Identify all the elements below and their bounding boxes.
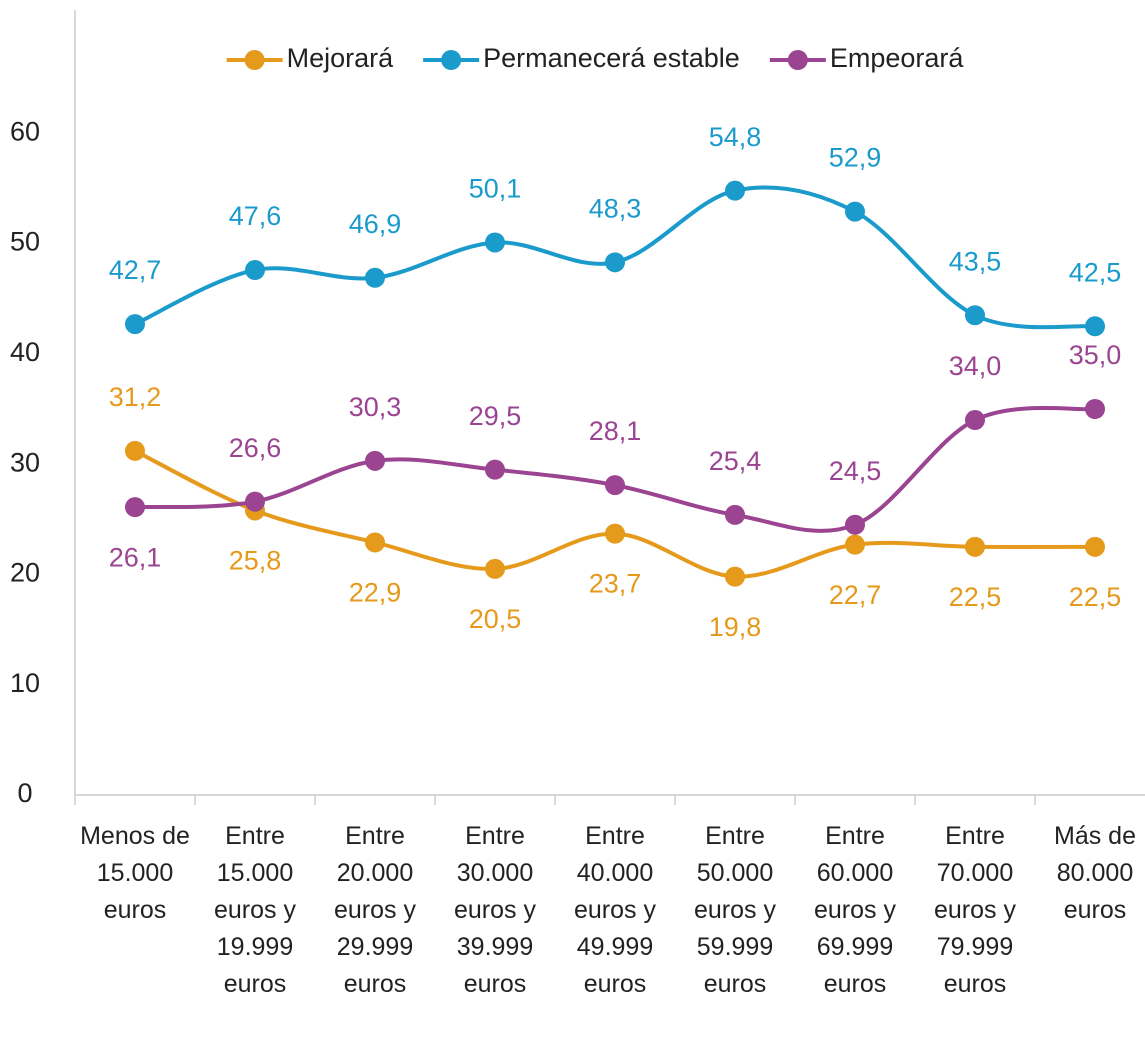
data-label: 47,6	[229, 201, 282, 231]
data-point	[485, 459, 505, 480]
data-label: 42,5	[1069, 257, 1122, 287]
data-point	[845, 514, 865, 535]
data-point	[605, 523, 625, 544]
data-label: 19,8	[709, 612, 762, 642]
data-label: 26,6	[229, 433, 282, 463]
legend-marker	[244, 50, 265, 70]
x-tick-label: Entre 40.000 euros y 49.999 euros	[574, 822, 656, 998]
data-point	[605, 475, 625, 496]
data-label: 48,3	[589, 193, 642, 223]
data-label: 54,8	[709, 122, 762, 152]
y-tick-label: 10	[10, 668, 40, 698]
data-label: 42,7	[109, 255, 162, 285]
data-label: 29,5	[469, 401, 522, 431]
y-tick-label: 30	[10, 447, 40, 477]
data-point	[125, 314, 145, 335]
x-tick-label: Entre 50.000 euros y 59.999 euros	[694, 822, 776, 998]
data-label: 20,5	[469, 604, 522, 634]
data-label: 31,2	[109, 382, 162, 412]
data-label: 25,4	[709, 446, 762, 476]
data-point	[245, 491, 265, 512]
data-point	[125, 497, 145, 518]
data-label: 43,5	[949, 246, 1002, 276]
data-point	[245, 260, 265, 281]
data-point	[1085, 536, 1105, 557]
legend-marker	[441, 50, 462, 70]
x-tick-label: Menos de 15.000 euros	[80, 822, 190, 924]
legend-label: Permanecerá estable	[483, 43, 740, 73]
legend-label: Mejorará	[287, 43, 395, 73]
legend-label: Empeorará	[830, 43, 965, 73]
x-tick-label: Entre 70.000 euros y 79.999 euros	[934, 822, 1016, 998]
data-label: 22,9	[349, 578, 402, 608]
y-tick-label: 0	[17, 778, 32, 808]
data-label: 24,5	[829, 456, 882, 486]
x-tick-label: Entre 30.000 euros y 39.999 euros	[454, 822, 536, 998]
data-point	[1085, 316, 1105, 337]
y-tick-label: 60	[10, 116, 40, 146]
data-label: 23,7	[589, 569, 642, 599]
data-label: 26,1	[109, 542, 162, 572]
data-point	[845, 201, 865, 222]
y-tick-label: 40	[10, 337, 40, 367]
data-label: 22,5	[1069, 582, 1122, 612]
data-point	[485, 232, 505, 253]
data-point	[125, 440, 145, 461]
data-point	[965, 536, 985, 557]
data-label: 52,9	[829, 143, 882, 173]
y-tick-label: 50	[10, 227, 40, 257]
data-label: 22,5	[949, 582, 1002, 612]
data-point	[1085, 399, 1105, 419]
data-point	[725, 180, 745, 201]
data-label: 30,3	[349, 392, 402, 422]
data-label: 25,8	[229, 546, 282, 576]
data-label: 22,7	[829, 580, 882, 610]
data-point	[845, 534, 865, 555]
x-tick-label: Entre 20.000 euros y 29.999 euros	[334, 822, 416, 998]
y-tick-label: 20	[10, 558, 40, 588]
data-point	[725, 504, 745, 525]
data-point	[365, 532, 385, 553]
x-tick-label: Entre 60.000 euros y 69.999 euros	[814, 822, 896, 998]
data-label: 35,0	[1069, 340, 1122, 370]
data-label: 46,9	[349, 209, 402, 239]
data-point	[365, 450, 385, 471]
data-point	[485, 558, 505, 579]
data-point	[605, 252, 625, 273]
legend-marker	[787, 50, 808, 70]
data-point	[965, 410, 985, 431]
data-point	[725, 566, 745, 587]
x-tick-label: Entre 15.000 euros y 19.999 euros	[214, 822, 296, 998]
data-label: 50,1	[469, 174, 522, 204]
data-label: 34,0	[949, 351, 1002, 381]
data-point	[365, 267, 385, 288]
data-point	[965, 305, 985, 326]
data-label: 28,1	[589, 416, 642, 446]
x-tick-label: Más de 80.000 euros	[1054, 822, 1136, 924]
